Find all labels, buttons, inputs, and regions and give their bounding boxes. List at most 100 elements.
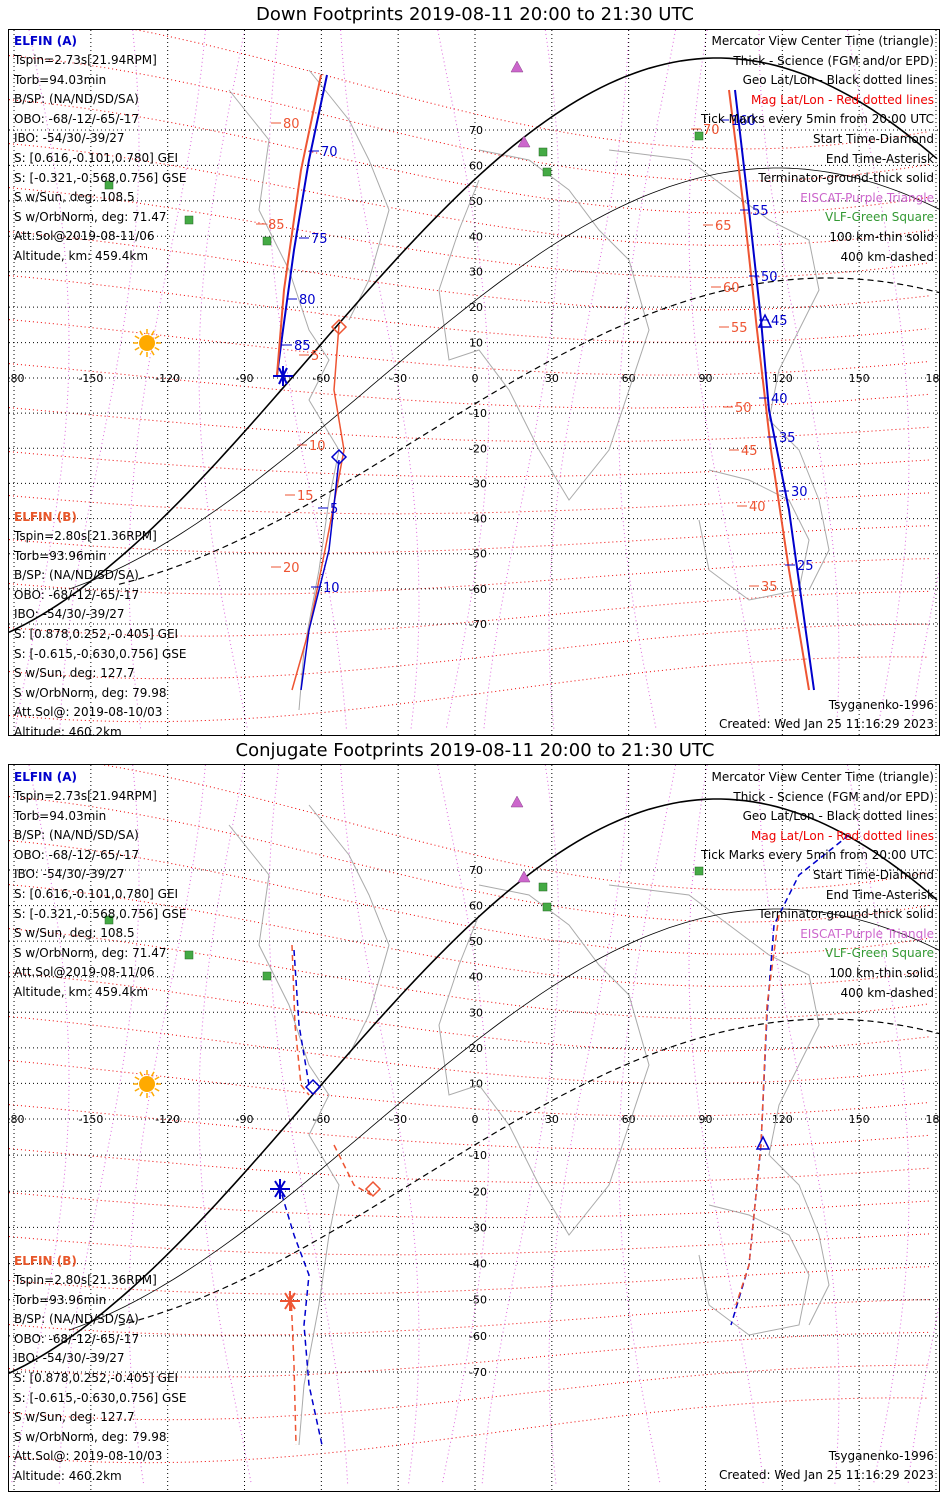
info-line: S: [-0.615,-0.630,0.756] GSE [14, 1390, 187, 1405]
info-line: S w/OrbNorm, deg: 79.98 [14, 685, 167, 700]
info-line: IBO: -54/30/-39/27 [14, 867, 125, 882]
sun-ray [139, 1091, 144, 1097]
elfin-b-tick-label: 70 [703, 123, 720, 138]
elfin-b-tick-label: 20 [283, 561, 300, 576]
sun-ray [154, 1087, 160, 1092]
sun-ray [134, 1087, 140, 1092]
elfin-b-tick-label: 65 [715, 219, 732, 234]
lat-tick-label: 10 [469, 337, 483, 350]
elfin-a-tick-label: 40 [771, 392, 788, 407]
lat-tick-label: -20 [469, 442, 487, 455]
lon-tick-label: 180 [9, 372, 25, 385]
elfin-a-label: ELFIN (A) [14, 770, 77, 784]
center-triangle-icon [755, 1135, 771, 1150]
elfin-b-tick-label: 85 [268, 218, 285, 233]
legend-item: Thick - Science (FGM and/or EPD) [733, 789, 934, 804]
info-line: Altitude: 460.2km [14, 724, 122, 736]
legend-item: VLF-Green Square [825, 210, 934, 225]
elfin-a-tick-label: 85 [294, 339, 311, 354]
end-asterisk-icon [280, 1291, 300, 1311]
lat-tick-label: 40 [469, 230, 483, 243]
legend-item: EISCAT-Purple Triangle [800, 190, 934, 205]
info-line: Torb=93.96min [14, 548, 107, 563]
mag-lon-line [58, 765, 140, 1486]
elfin-a-label: ELFIN (A) [14, 34, 77, 48]
lat-tick-label: 70 [469, 124, 483, 137]
elfin-a-track-east [734, 89, 815, 691]
mag-lon-line [340, 30, 420, 731]
elfin-a-tick-label: 30 [791, 485, 808, 500]
elfin-a-info: Tspin=2.73s[21.94RPM] Torb=94.03min B/SP: … [14, 787, 187, 1003]
sun-ray [154, 335, 160, 340]
coastline [308, 804, 390, 1056]
elfin-b-tick-label: 45 [741, 444, 758, 459]
elfin-b-info: Tspin=2.80s[21.36RPM] Torb=93.96min B/SP: … [14, 1271, 187, 1487]
vlf-square-icon [542, 167, 552, 177]
lon-tick-label: -120 [155, 1113, 180, 1126]
mag-lon-line [268, 765, 349, 1486]
elfin-b-track-south [290, 1294, 297, 1446]
mag-lat-line [9, 1266, 930, 1295]
elfin-a-info: Tspin=2.73s[21.94RPM] Torb=94.03min B/SP: … [14, 51, 187, 267]
sun-ray [150, 1071, 155, 1077]
mag-lon-line [688, 765, 764, 1486]
mag-lat-line [9, 492, 930, 515]
elfin-b-tick-label: 35 [761, 580, 778, 595]
info-line: Altitude, km: 459.4km [14, 984, 149, 999]
info-line: S: [0.616,-0.101,0.780] GEI [14, 886, 179, 901]
info-line: S: [0.878,0.252,-0.405] GEI [14, 626, 179, 641]
center-triangle-icon [757, 313, 773, 328]
lon-tick-label: 60 [622, 1113, 636, 1126]
model-label: Tsyganenko-1996 [828, 1449, 934, 1463]
start-diamond-icon [330, 318, 348, 336]
lat-tick-label: 20 [469, 1042, 483, 1055]
map-panel-conjugate: 180-150-120-90-60-3003060901201501807060… [8, 764, 940, 1492]
info-line: S w/OrbNorm, deg: 79.98 [14, 1429, 167, 1444]
legend-item: Mercator View Center Time (triangle) [711, 34, 934, 48]
lon-tick-label: -30 [389, 1113, 407, 1126]
start-diamond-icon [364, 1180, 382, 1198]
legend-item: 400 km-dashed [840, 249, 934, 264]
lat-tick-label: 10 [469, 1077, 483, 1090]
lat-tick-label: 40 [469, 971, 483, 984]
elfin-b-tick-label: 40 [749, 500, 766, 515]
lon-tick-label: -90 [236, 1113, 254, 1126]
sun-ray [150, 1091, 155, 1097]
lat-tick-label: -60 [469, 1330, 487, 1343]
lon-tick-label: 180 [925, 372, 940, 385]
eiscat-triangle-icon [517, 870, 531, 883]
legend-item: End Time-Asterisk [825, 151, 934, 166]
lat-tick-label: 70 [469, 864, 483, 877]
info-line: OBO: -68/-12/-65/-17 [14, 847, 140, 862]
lat-tick-label: -50 [469, 548, 487, 561]
lat-tick-label: -70 [469, 618, 487, 631]
lon-tick-label: 60 [622, 372, 636, 385]
elfin-a-tick-label: 5 [330, 502, 338, 517]
info-line: Att.Sol@: 2019-08-10/03 [14, 705, 163, 720]
lat-tick-label: -10 [469, 1149, 487, 1162]
info-line: Tspin=2.80s[21.36RPM] [14, 529, 157, 543]
legend-item: Thick - Science (FGM and/or EPD) [733, 53, 934, 68]
info-line: IBO: -54/30/-39/27 [14, 1351, 125, 1366]
legend: Mercator View Center Time (triangle) Thic… [701, 768, 934, 1003]
elfin-a-tick-label: 70 [321, 145, 338, 160]
elfin-a-tick-label: 50 [761, 270, 778, 285]
elfin-b-label: ELFIN (B) [14, 510, 77, 524]
elfin-a-tick-label: 75 [311, 232, 328, 247]
legend-item: Terminator-ground-thick solid [758, 171, 934, 186]
vlf-square-icon [538, 882, 548, 892]
legend-item: 100 km-thin solid [829, 229, 934, 244]
model-label: Tsyganenko-1996 [828, 698, 934, 712]
legend-item: VLF-Green Square [825, 946, 934, 961]
info-line: S: [0.616,-0.101,0.780] GEI [14, 150, 179, 165]
sun-ray [134, 335, 140, 340]
info-line: Tspin=2.73s[21.94RPM] [14, 789, 157, 803]
panel-title-down: Down Footprints 2019-08-11 20:00 to 21:3… [256, 4, 694, 25]
legend-item: EISCAT-Purple Triangle [800, 926, 934, 941]
mag-lon-line [758, 765, 840, 1486]
legend-item: 400 km-dashed [840, 985, 934, 1000]
created-label: Created: Wed Jan 25 11:16:29 2023 [719, 717, 934, 731]
info-line: Altitude, km: 459.4km [14, 248, 149, 263]
sun-ray [150, 350, 155, 356]
mag-lon-line [59, 30, 140, 731]
